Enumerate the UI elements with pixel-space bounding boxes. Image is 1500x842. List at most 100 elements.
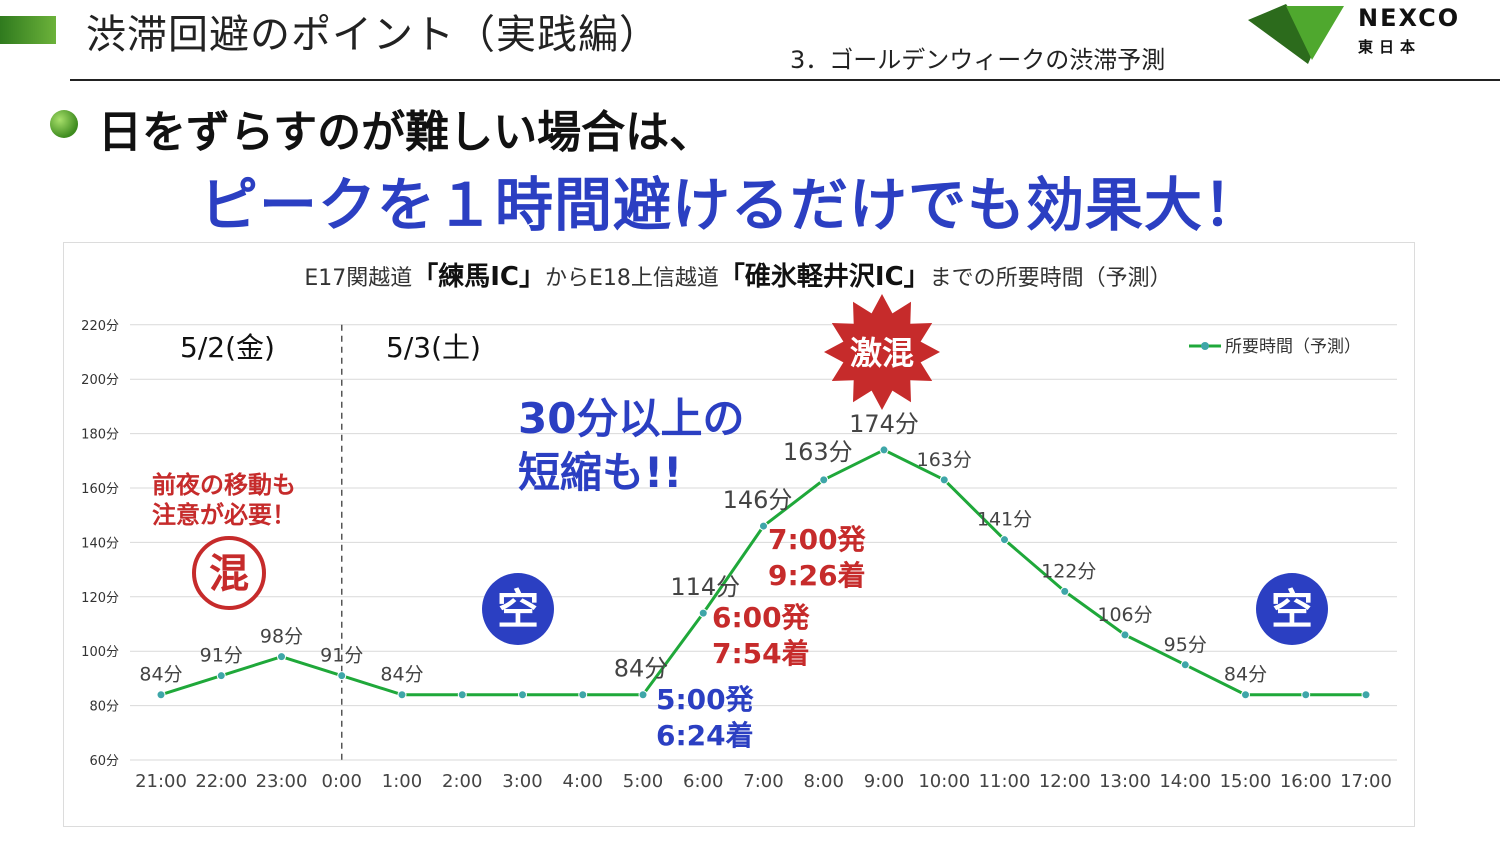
date-label-may3: 5/3(土) (386, 331, 481, 364)
headline-line2: ピークを１時間避けるだけでも効果大！ (200, 171, 1263, 239)
data-point (578, 690, 588, 700)
x-tick-label: 9:00 (864, 771, 904, 792)
y-tick-label: 140分 (81, 536, 119, 551)
chart-title-prefix: E17関越道 (304, 266, 413, 291)
y-tick-label: 100分 (81, 645, 119, 660)
data-label: 98分 (260, 626, 303, 648)
x-tick-label: 15:00 (1220, 771, 1272, 792)
trip-0600: 6:00発 7:54着 (712, 600, 810, 672)
data-point (1000, 535, 1009, 545)
trip-0600-arrive: 7:54着 (712, 637, 810, 670)
data-label: 141分 (977, 509, 1032, 531)
x-tick-label: 13:00 (1099, 771, 1151, 792)
data-point (1301, 690, 1311, 700)
data-point (1180, 660, 1190, 670)
data-point (457, 690, 467, 700)
data-label: 146分 (723, 486, 793, 514)
data-point (518, 690, 527, 700)
data-point (397, 690, 407, 700)
data-point (156, 690, 166, 700)
x-tick-label: 10:00 (918, 771, 970, 792)
data-label: 95分 (1164, 634, 1207, 656)
x-tick-label: 12:00 (1039, 771, 1091, 792)
empty-badge-right-circle (1256, 573, 1328, 645)
empty-badge-left-text: 空 (497, 585, 539, 634)
trip-0700-arrive: 9:26着 (768, 559, 866, 592)
data-point (337, 671, 347, 681)
chart-title-to: 「碓氷軽井沢IC」 (718, 262, 930, 292)
chart-title-mid: からE18上信越道 (544, 266, 719, 291)
logo-mark-light (1286, 6, 1344, 60)
x-tick-label: 17:00 (1340, 771, 1392, 792)
x-tick-label: 23:00 (256, 771, 308, 792)
logo-text: NEXCO (1358, 4, 1460, 32)
nexco-logo: NEXCO 東日本 (1246, 2, 1500, 72)
x-tick-label: 1:00 (382, 771, 422, 792)
data-point (698, 608, 708, 618)
headline-line1: 日をずらすのが難しい場合は、 (98, 107, 714, 158)
data-point (1060, 586, 1070, 596)
data-point (638, 690, 648, 700)
chart-title: E17関越道「練馬IC」からE18上信越道「碓氷軽井沢IC」までの所要時間（予測… (0, 256, 1476, 293)
data-label: 114分 (670, 573, 740, 601)
shortening-line2: 短縮も!! (518, 448, 683, 497)
x-tick-label: 8:00 (804, 771, 844, 792)
night-warning-line1: 前夜の移動も (152, 471, 296, 499)
trip-0700-depart: 7:00発 (768, 523, 866, 556)
data-label: 84分 (380, 664, 423, 686)
legend-marker (1201, 342, 1209, 350)
data-label: 84分 (614, 655, 669, 683)
x-tick-label: 11:00 (979, 771, 1031, 792)
trip-0500-arrive: 6:24着 (656, 719, 754, 752)
shortening-line1: 30分以上の (518, 394, 745, 443)
data-label: 106分 (1097, 604, 1152, 626)
data-point (879, 445, 889, 455)
peak-badge-text: 激混 (850, 334, 914, 372)
night-warning-line2: 注意が必要！ (152, 501, 296, 529)
chart-title-suffix: までの所要時間（予測） (929, 266, 1172, 291)
data-label: 91分 (200, 645, 243, 667)
legend-label: 所要時間（予測） (1225, 337, 1361, 357)
x-tick-label: 21:00 (135, 771, 187, 792)
data-point (277, 652, 286, 662)
data-label: 91分 (320, 645, 363, 667)
x-tick-label: 7:00 (743, 771, 783, 792)
date-label-may2: 5/2(金) (180, 331, 275, 364)
y-tick-label: 80分 (89, 700, 119, 715)
trip-0700: 7:00発 9:26着 (768, 522, 866, 594)
data-point (819, 475, 829, 485)
y-tick-label: 160分 (81, 482, 119, 497)
data-point (939, 475, 949, 485)
empty-badge-left-circle (482, 573, 554, 645)
page-subtitle: 3．ゴールデンウィークの渋滞予測 (790, 46, 1166, 74)
data-label: 174分 (849, 410, 919, 438)
x-tick-label: 6:00 (683, 771, 723, 792)
chart-frame (63, 242, 1415, 827)
data-point (1241, 690, 1250, 700)
peak-badge-star (824, 294, 940, 410)
busy-badge-text: 混 (209, 551, 249, 597)
y-tick-label: 180分 (81, 428, 119, 443)
x-tick-label: 22:00 (195, 771, 247, 792)
trip-0500: 5:00発 6:24着 (656, 682, 754, 754)
night-warning-text: 前夜の移動も 注意が必要！ (152, 470, 296, 530)
x-tick-label: 5:00 (623, 771, 663, 792)
data-point (1361, 690, 1371, 700)
data-label: 163分 (783, 438, 853, 466)
data-label: 84分 (1224, 664, 1267, 686)
empty-badge-right-text: 空 (1271, 585, 1313, 634)
page-title: 渋滞回避のポイント（実践編） (86, 12, 660, 58)
y-tick-label: 220分 (81, 319, 119, 334)
data-label: 84分 (139, 664, 182, 686)
shortening-text: 30分以上の 短縮も!! (518, 392, 744, 500)
logo-mark-dark (1248, 4, 1316, 64)
x-tick-label: 16:00 (1280, 771, 1332, 792)
header-divider (70, 79, 1500, 81)
data-point (1120, 630, 1130, 640)
data-label: 122分 (1041, 560, 1096, 582)
data-point (216, 671, 226, 681)
data-point (759, 521, 768, 531)
trip-0600-depart: 6:00発 (712, 601, 810, 634)
x-tick-label: 2:00 (442, 771, 482, 792)
